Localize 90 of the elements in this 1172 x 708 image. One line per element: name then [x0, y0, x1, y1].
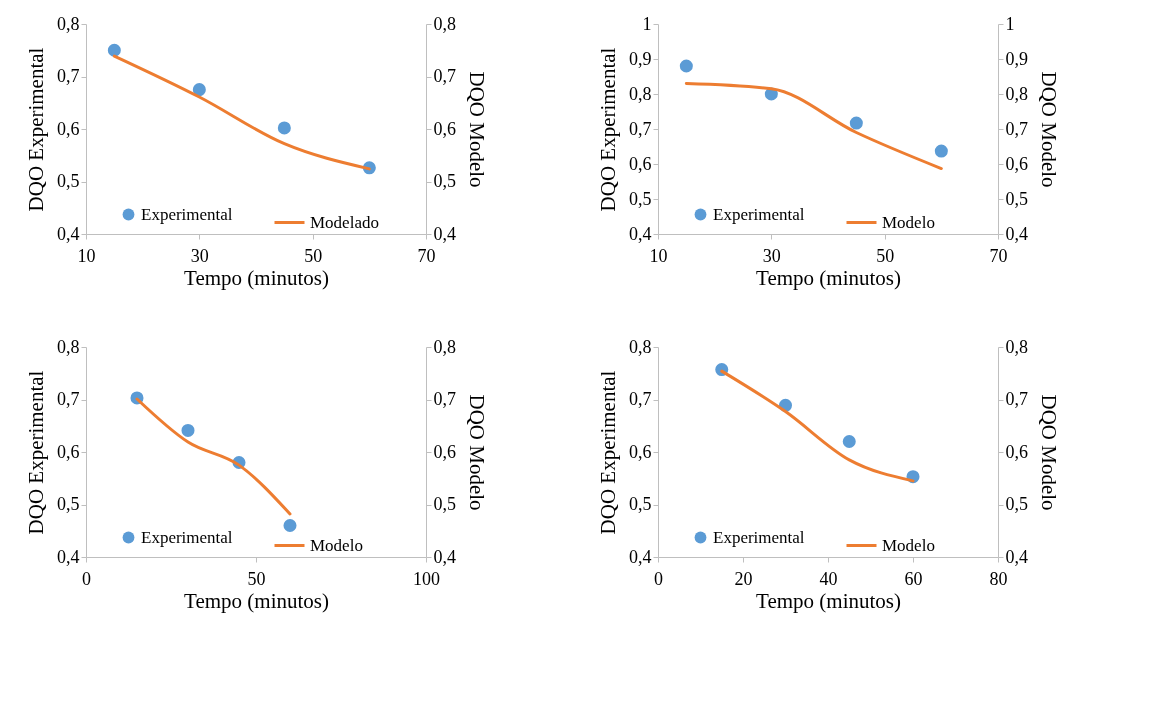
y-tick-label: 0,4 [57, 546, 80, 567]
y-tick-label: 0,5 [57, 494, 80, 514]
point [842, 434, 856, 449]
y2-tick-label: 0,8 [433, 13, 456, 34]
y-tick-label: 1 [642, 13, 652, 34]
y-tick-label: 0,5 [629, 494, 652, 514]
x-tick-label: 20 [734, 568, 753, 589]
point [181, 423, 195, 437]
legend-label: Experimental [713, 527, 805, 547]
y2-tick-label: 0,5 [1005, 188, 1028, 209]
y2-axis-title: DQO Modelo [465, 71, 489, 188]
legend-label: Modelado [310, 212, 379, 232]
x-tick-label: 70 [417, 245, 436, 266]
x-axis-title: Tempo (minutos) [184, 588, 329, 613]
y2-tick-label: 0,7 [1005, 118, 1028, 139]
legend-label: Experimental [713, 204, 805, 224]
y2-tick-label: 1 [1005, 13, 1015, 34]
y-tick-label: 0,7 [57, 389, 80, 409]
x-tick-label: 100 [413, 568, 440, 589]
x-axis-title: Tempo (minutos) [756, 265, 901, 290]
x-tick-label: 0 [82, 568, 91, 589]
legend-label: Modelo [882, 212, 935, 232]
y2-tick-label: 0,4 [433, 223, 456, 244]
x-tick-label: 80 [989, 568, 1008, 589]
y2-tick-label: 0,7 [433, 389, 456, 409]
x-tick-label: 50 [247, 568, 266, 589]
y-tick-label: 0,8 [629, 83, 652, 104]
y-tick-label: 0,7 [629, 118, 652, 139]
y2-tick-label: 0,6 [433, 441, 456, 462]
y-tick-label: 0,7 [629, 389, 652, 409]
y2-tick-label: 0,6 [1005, 441, 1028, 462]
y-tick-label: 0,6 [57, 118, 80, 139]
x-tick-label: 30 [190, 245, 209, 266]
y-tick-label: 0,8 [57, 336, 80, 357]
y2-tick-label: 0,4 [1005, 546, 1028, 567]
y-tick-label: 0,5 [629, 188, 652, 209]
legend-label: Experimental [141, 527, 233, 547]
y2-tick-label: 0,4 [1005, 223, 1028, 244]
y2-tick-label: 0,7 [1005, 389, 1028, 409]
y-tick-label: 0,9 [629, 48, 652, 69]
x-axis-title: Tempo (minutos) [756, 588, 901, 613]
x-tick-label: 60 [904, 568, 923, 589]
y-tick-label: 0,4 [57, 223, 80, 244]
x-tick-label: 70 [989, 245, 1008, 266]
x-tick-label: 10 [77, 245, 96, 266]
y-tick-label: 0,6 [57, 441, 80, 462]
y-axis-title: DQO Experimental [596, 47, 620, 212]
y2-tick-label: 0,7 [433, 66, 456, 86]
point [934, 144, 948, 158]
y2-tick-label: 0,5 [433, 494, 456, 514]
x-tick-label: 10 [649, 245, 668, 266]
y2-axis-title: DQO Modelo [465, 394, 489, 511]
y2-tick-label: 0,6 [433, 118, 456, 139]
y-tick-label: 0,7 [57, 66, 80, 86]
x-tick-label: 50 [304, 245, 323, 266]
y-tick-label: 0,5 [57, 171, 80, 191]
x-tick-label: 30 [762, 245, 781, 266]
y2-tick-label: 0,6 [1005, 153, 1028, 174]
point [107, 43, 121, 57]
x-axis-title: Tempo (minutos) [184, 265, 329, 290]
x-tick-label: 0 [654, 568, 663, 589]
legend-label: Modelo [882, 535, 935, 555]
point [849, 116, 863, 130]
y-tick-label: 0,8 [57, 13, 80, 34]
y2-tick-label: 0,4 [433, 546, 456, 567]
x-tick-label: 50 [876, 245, 895, 266]
y-axis-title: DQO Experimental [24, 47, 48, 212]
y-tick-label: 0,6 [629, 441, 652, 462]
line-series [684, 82, 943, 171]
y-tick-label: 0,6 [629, 153, 652, 174]
point [277, 121, 291, 135]
y-tick-label: 0,4 [629, 223, 652, 244]
y-axis-title: DQO Experimental [24, 370, 48, 535]
point [192, 83, 206, 97]
y-tick-label: 0,8 [629, 336, 652, 357]
legend-label: Modelo [310, 535, 363, 555]
y-axis-title: DQO Experimental [596, 370, 620, 535]
point [679, 59, 693, 73]
y2-tick-label: 0,8 [1005, 83, 1028, 104]
point [283, 518, 297, 533]
y2-tick-label: 0,8 [1005, 336, 1028, 357]
y2-tick-label: 0,5 [433, 171, 456, 191]
y2-axis-title: DQO Modelo [1037, 394, 1061, 511]
y2-tick-label: 0,8 [433, 336, 456, 357]
y2-tick-label: 0,9 [1005, 48, 1028, 69]
y-tick-label: 0,4 [629, 546, 652, 567]
x-tick-label: 40 [819, 568, 838, 589]
y2-tick-label: 0,5 [1005, 494, 1028, 514]
legend-label: Experimental [141, 204, 233, 224]
y2-axis-title: DQO Modelo [1037, 71, 1061, 188]
